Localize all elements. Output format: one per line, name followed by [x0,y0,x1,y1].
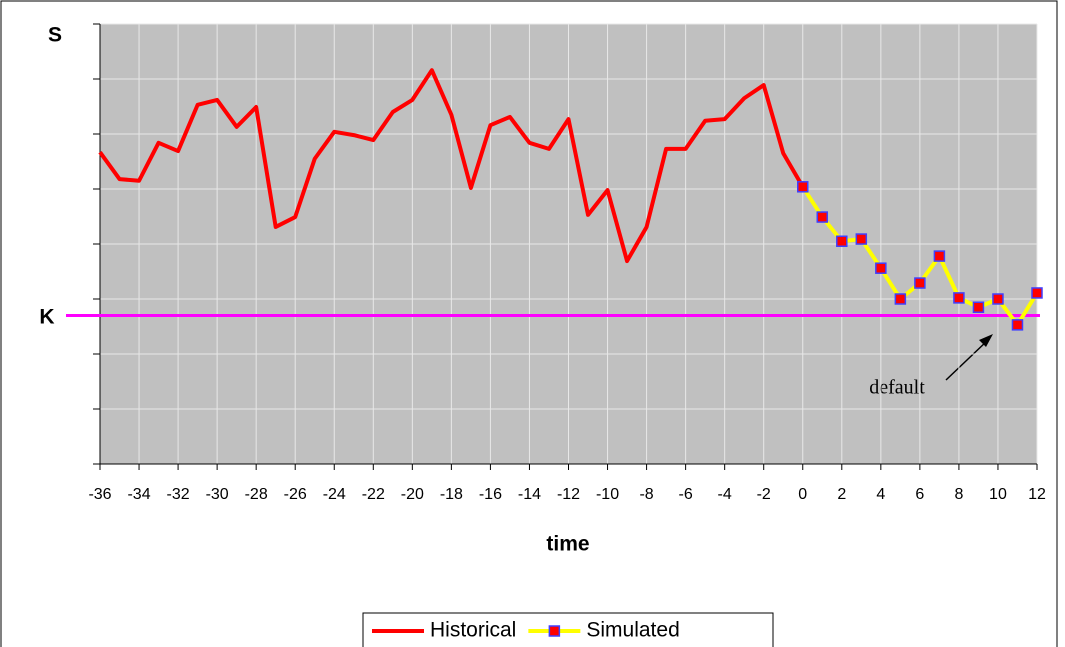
x-tick-label: -14 [518,486,541,503]
x-tick-label: -16 [479,486,502,503]
x-tick-label: -20 [401,486,424,503]
x-tick-label: -34 [127,486,150,503]
x-tick-label: 12 [1028,486,1046,503]
x-tick-label: -12 [557,486,580,503]
x-tick-label: 4 [876,486,885,503]
marker [1011,319,1024,331]
marker [875,262,887,274]
marker [894,293,907,305]
x-tick-label: -36 [88,486,111,503]
x-tick-label: 2 [837,486,846,503]
legend-marker [548,625,561,637]
series-line [98,68,805,264]
x-tick-label: -18 [440,486,463,503]
x-tick-label: -2 [757,486,771,503]
annotation: default [869,377,925,399]
x-tick-label: -30 [206,486,229,503]
x-tick-label: -8 [639,486,653,503]
marker [953,292,965,304]
marker [836,235,848,247]
x-axis-label: time [546,533,589,556]
x-tick-label: -26 [284,486,307,503]
legend-label: Historical [430,619,516,642]
x-tick-label: 6 [915,486,924,503]
x-tick-label: 8 [954,486,963,503]
x-tick-label: -32 [167,486,190,503]
marker [855,233,868,245]
threshold-label: K [39,306,54,329]
marker [914,277,926,289]
marker [1031,287,1043,299]
marker [992,293,1004,305]
y-axis-label: S [48,24,62,47]
marker [797,181,809,193]
marker [816,211,829,223]
x-tick-label: -24 [323,486,346,503]
marker [933,250,946,262]
x-tick-label: 10 [989,486,1007,503]
x-tick-label: -6 [679,486,693,503]
legend-label: Simulated [586,619,679,642]
x-tick-label: -4 [718,486,732,503]
x-tick-label: 0 [798,486,807,503]
x-tick-label: -28 [245,486,268,503]
marker [972,301,985,313]
annotation-arrow [945,334,993,381]
x-tick-label: -22 [362,486,385,503]
x-tick-label: -10 [596,486,619,503]
